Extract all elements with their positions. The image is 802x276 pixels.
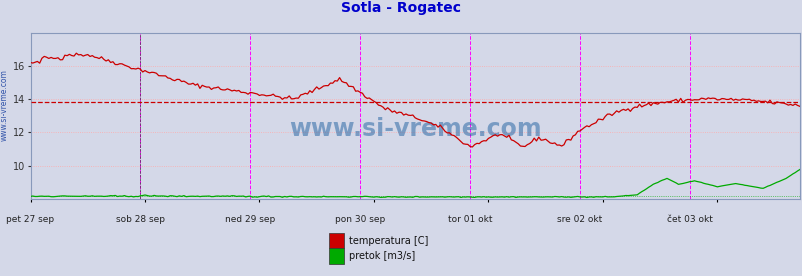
Text: Sotla - Rogatec: Sotla - Rogatec [341, 1, 461, 15]
Text: tor 01 okt: tor 01 okt [448, 215, 492, 224]
Text: sob 28 sep: sob 28 sep [115, 215, 164, 224]
Text: www.si-vreme.com: www.si-vreme.com [0, 69, 9, 141]
Text: www.si-vreme.com: www.si-vreme.com [289, 117, 541, 141]
Text: pet 27 sep: pet 27 sep [6, 215, 55, 224]
Text: temperatura [C]: temperatura [C] [349, 236, 428, 246]
Text: ned 29 sep: ned 29 sep [225, 215, 275, 224]
Text: pon 30 sep: pon 30 sep [334, 215, 385, 224]
Text: čet 03 okt: čet 03 okt [666, 215, 712, 224]
Text: sre 02 okt: sre 02 okt [557, 215, 602, 224]
Text: pretok [m3/s]: pretok [m3/s] [349, 251, 415, 261]
